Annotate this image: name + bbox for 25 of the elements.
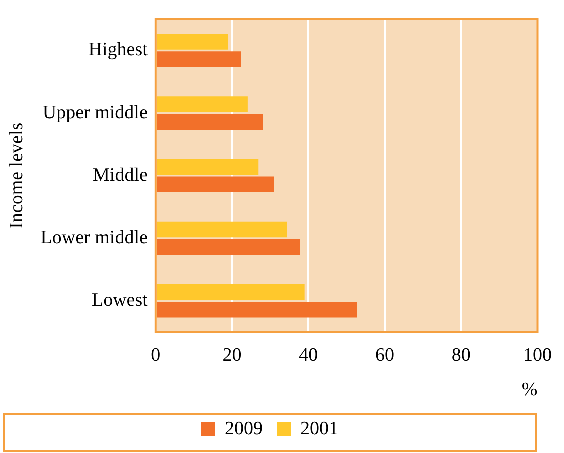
bar <box>156 52 242 68</box>
bar <box>156 239 300 256</box>
y-axis-title: Income levels <box>6 122 28 229</box>
y-tick-label: Lower middle <box>40 227 148 248</box>
bar <box>156 222 288 238</box>
x-tick-label: 100 <box>524 344 552 366</box>
x-tick-label: 40 <box>299 344 318 366</box>
bar <box>156 114 264 130</box>
x-axis-title: % <box>522 380 538 401</box>
bar <box>156 176 274 193</box>
legend-label: 2001 <box>300 418 338 440</box>
bar <box>156 302 358 318</box>
x-tick-label: 20 <box>222 344 242 366</box>
x-tick-label: 80 <box>452 344 471 366</box>
y-tick-label: Highest <box>88 40 149 61</box>
bar <box>156 284 305 300</box>
x-tick-label: 0 <box>151 344 161 366</box>
bar <box>156 96 248 112</box>
bar <box>156 159 259 176</box>
y-tick-label: Upper middle <box>42 102 148 124</box>
y-tick-label: Middle <box>93 164 148 186</box>
bar <box>156 34 228 50</box>
y-tick-label: Lowest <box>92 290 149 312</box>
x-tick-label: 60 <box>376 344 395 366</box>
legend-label: 2009 <box>225 418 263 440</box>
